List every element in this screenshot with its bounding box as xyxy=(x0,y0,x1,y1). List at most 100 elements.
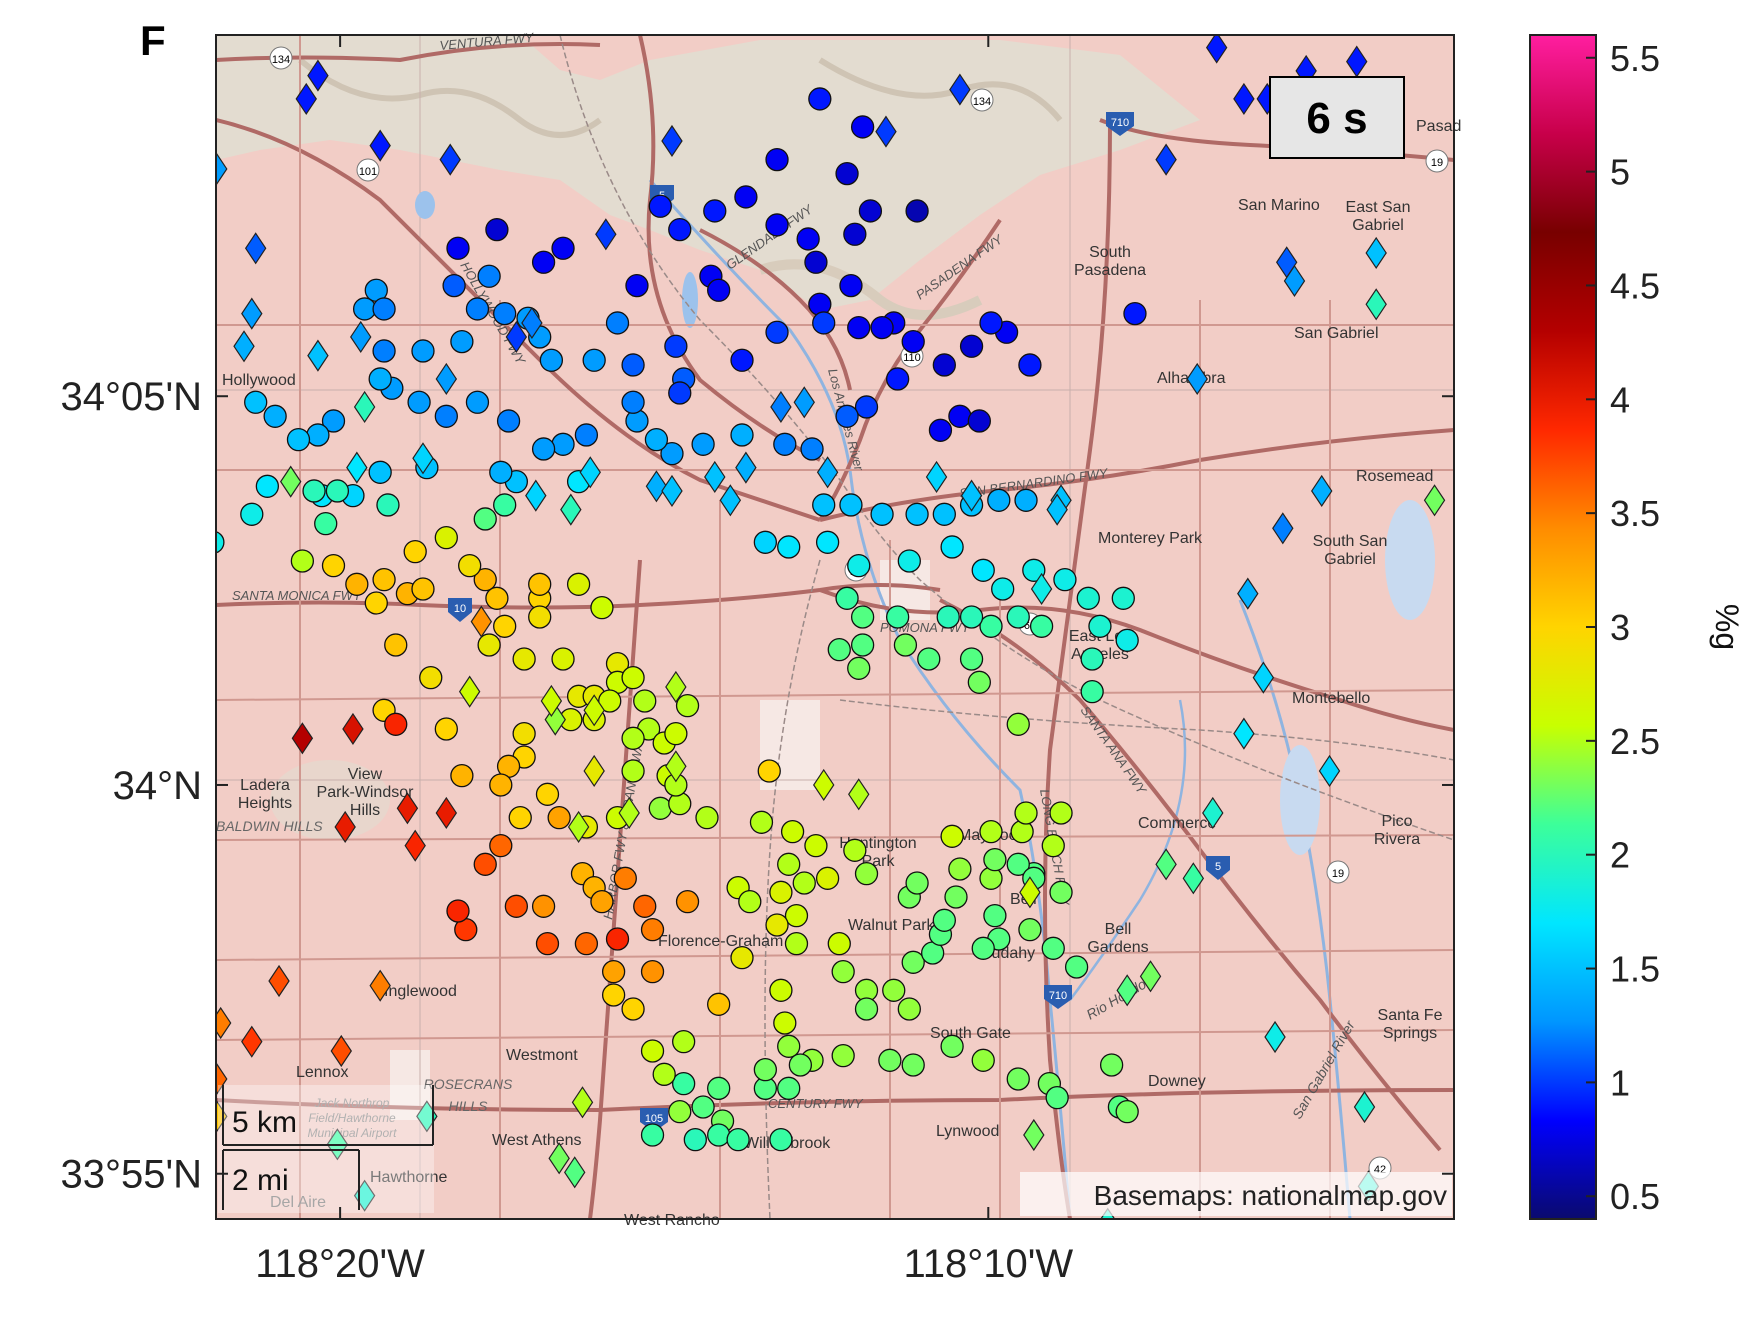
svg-text:101: 101 xyxy=(359,166,377,178)
station-diamond-marker xyxy=(342,712,364,746)
station-circle-marker xyxy=(777,535,801,559)
station-circle-marker xyxy=(384,712,408,736)
station-circle-marker xyxy=(835,161,859,186)
station-circle-marker xyxy=(263,404,287,428)
station-circle-marker xyxy=(664,721,688,746)
station-circle-marker xyxy=(769,880,793,904)
station-circle-marker xyxy=(777,1076,801,1100)
station-circle-marker xyxy=(804,250,828,274)
station-circle-marker xyxy=(621,665,645,690)
label-view-park-windsor-hills: View Park-Windsor Hills xyxy=(317,766,415,819)
station-diamond-marker xyxy=(412,442,434,475)
station-circle-marker xyxy=(668,381,692,405)
station-circle-marker xyxy=(979,819,1003,844)
station-circle-marker xyxy=(640,918,665,942)
scale-bar-mi-label: 2 mi xyxy=(232,1164,289,1197)
station-diamond-marker xyxy=(1423,484,1446,517)
station-circle-marker xyxy=(726,1128,750,1152)
station-circle-marker xyxy=(574,423,599,447)
station-diamond-marker xyxy=(563,1156,586,1189)
station-circle-marker xyxy=(749,810,774,834)
station-circle-marker xyxy=(621,390,645,414)
station-circle-marker xyxy=(959,605,984,629)
station-circle-marker xyxy=(621,997,645,1021)
station-circle-marker xyxy=(531,437,556,461)
station-circle-marker xyxy=(321,553,346,578)
station-circle-marker xyxy=(216,531,225,554)
colorbar-tick-label: 5.5 xyxy=(1610,38,1660,79)
station-circle-marker xyxy=(847,315,871,340)
station-circle-marker xyxy=(325,479,350,503)
station-circle-marker xyxy=(847,553,871,578)
station-circle-marker xyxy=(633,894,657,918)
station-circle-marker xyxy=(485,217,509,242)
station-diamond-marker xyxy=(470,605,493,638)
station-circle-marker xyxy=(936,605,960,629)
station-circle-marker xyxy=(465,297,490,321)
spreading-grounds xyxy=(1385,500,1435,620)
station-circle-marker xyxy=(598,689,622,713)
reservoir xyxy=(415,191,435,219)
station-circle-marker xyxy=(652,1062,676,1086)
station-circle-marker xyxy=(290,549,315,573)
station-circle-marker xyxy=(496,409,521,433)
station-diamond-marker xyxy=(1182,862,1205,895)
station-circle-marker xyxy=(885,605,910,629)
station-diamond-marker xyxy=(1318,754,1341,788)
station-diamond-marker xyxy=(704,460,726,494)
station-circle-marker xyxy=(372,567,396,592)
hill-ridge xyxy=(298,57,602,138)
station-circle-marker xyxy=(885,367,910,391)
label-hawthorne: Hawthorne xyxy=(370,1169,447,1186)
station-circle-marker xyxy=(893,633,918,657)
station-diamond-marker xyxy=(396,792,419,825)
glendale-fwy xyxy=(699,228,852,391)
station-circle-marker xyxy=(905,502,929,526)
station-circle-marker xyxy=(442,273,466,298)
station-circle-marker xyxy=(407,390,431,414)
station-circle-marker xyxy=(493,493,517,517)
station-circle-marker xyxy=(987,488,1011,512)
station-diamond-marker xyxy=(330,1034,352,1068)
label-san-marino: San Marino xyxy=(1238,197,1320,214)
station-circle-marker xyxy=(306,423,330,447)
station-circle-marker xyxy=(664,334,688,358)
station-diamond-marker xyxy=(793,386,815,419)
station-circle-marker xyxy=(854,395,879,419)
svg-text:134: 134 xyxy=(973,96,991,108)
station-diamond-marker xyxy=(1283,264,1306,298)
station-circle-marker xyxy=(668,217,692,242)
station-markers xyxy=(216,35,1446,1219)
label-hollywood: Hollywood xyxy=(222,372,296,389)
station-circle-marker xyxy=(765,213,789,237)
shield-5: 5 xyxy=(1206,856,1230,880)
label-florence-graham: Florence-Graham xyxy=(658,933,783,950)
station-diamond-marker xyxy=(618,796,640,830)
station-diamond-marker xyxy=(579,456,602,489)
shield-710: 710 xyxy=(1106,112,1134,136)
station-circle-marker xyxy=(1045,1086,1069,1110)
station-circle-marker xyxy=(528,605,552,629)
station-circle-marker xyxy=(979,311,1003,335)
station-circle-marker xyxy=(531,250,556,274)
station-circle-marker xyxy=(446,899,470,923)
station-circle-marker xyxy=(944,885,968,909)
station-circle-marker xyxy=(648,796,672,820)
station-circle-marker xyxy=(905,871,929,895)
station-circle-marker xyxy=(372,339,396,363)
station-diamond-marker xyxy=(435,796,458,830)
station-circle-marker xyxy=(784,903,809,928)
station-circle-marker xyxy=(535,932,560,956)
label-lynwood: Lynwood xyxy=(936,1123,999,1140)
station-circle-marker xyxy=(765,320,789,344)
label-century-fwy: CENTURY FWY xyxy=(768,1096,864,1111)
scale-bar-km-label: 5 km xyxy=(232,1106,297,1139)
golden-state-fwy xyxy=(638,35,821,462)
station-diamond-marker xyxy=(548,1142,570,1175)
station-diamond-marker xyxy=(241,297,263,330)
station-circle-marker xyxy=(1049,801,1073,825)
station-diamond-marker xyxy=(1365,288,1387,321)
station-circle-marker xyxy=(531,894,556,918)
station-circle-marker xyxy=(983,847,1007,872)
station-circle-marker xyxy=(458,553,482,578)
